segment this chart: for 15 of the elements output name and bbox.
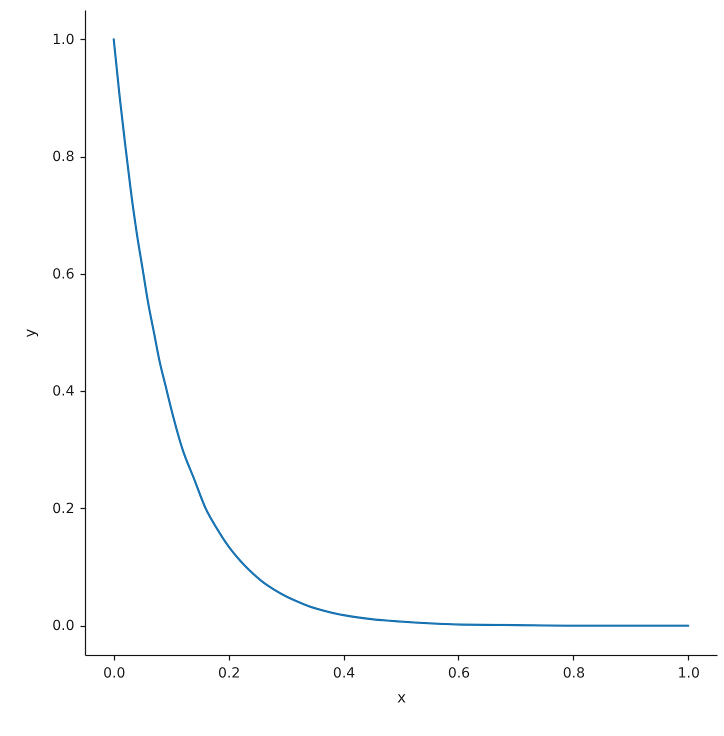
y-tick-label: 0.0	[52, 618, 74, 634]
x-tick-label: 0.4	[332, 666, 356, 682]
y-axis-title: y	[21, 328, 40, 338]
y-tick-label: 0.4	[52, 384, 75, 400]
x-axis-title: x	[397, 688, 406, 706]
x-tick-label: 1.0	[678, 666, 700, 682]
x-tick-label: 0.6	[448, 666, 470, 682]
x-tick-label: 0.2	[218, 666, 240, 682]
x-tick-label: 0.0	[103, 666, 126, 682]
x-tick-label: 0.8	[562, 666, 585, 682]
y-tick-label: 0.8	[52, 149, 74, 166]
y-tick-label: 0.2	[52, 500, 74, 517]
y-tick-label: 0.6	[52, 266, 75, 282]
y-tick-label: 1.0	[52, 32, 74, 48]
line-series	[112, 38, 690, 627]
